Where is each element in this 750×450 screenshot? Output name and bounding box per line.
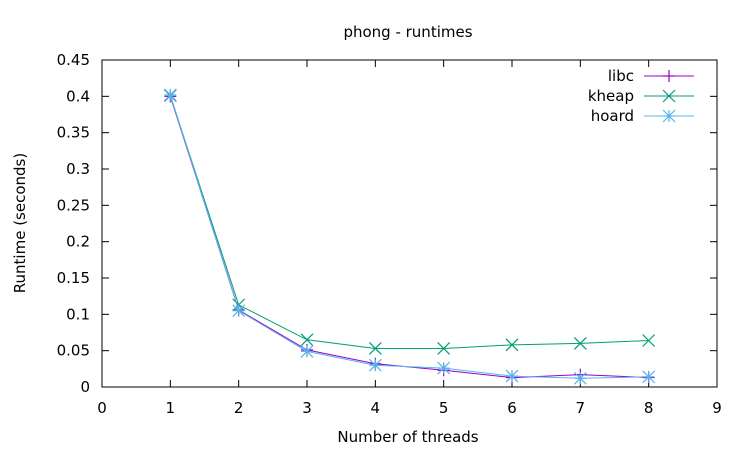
data-point <box>368 342 382 355</box>
y-axis-label: Runtime (seconds) <box>11 153 29 293</box>
y-tick-label: 0.15 <box>57 269 90 287</box>
x-tick-label: 8 <box>644 399 654 417</box>
legend-label-libc: libc <box>608 67 634 85</box>
legend-label-kheap: kheap <box>588 87 634 105</box>
x-tick-label: 3 <box>302 399 312 417</box>
series-line-libc <box>169 96 649 379</box>
y-tick-label: 0.1 <box>66 305 90 323</box>
series-layer <box>163 88 656 385</box>
x-tick-label: 7 <box>576 399 586 417</box>
legend-marker-libc <box>663 70 675 82</box>
data-point <box>163 88 177 102</box>
y-tick-label: 0.3 <box>66 160 90 178</box>
legend-marker-kheap <box>662 89 676 103</box>
data-point <box>505 338 519 352</box>
y-tick-label: 0.05 <box>57 342 90 360</box>
series-line-hoard <box>169 94 649 379</box>
y-tick-label: 0 <box>80 378 90 396</box>
data-point <box>573 371 587 385</box>
data-point <box>505 369 519 383</box>
y-tick-label: 0.4 <box>66 87 90 105</box>
legend: libc kheap hoard <box>588 67 694 125</box>
data-point <box>368 358 382 372</box>
y-tick-label: 0.35 <box>57 124 90 142</box>
axis-ticks: 0 1 2 3 4 5 6 7 8 9 0 0.05 0.1 0.15 0.2 0.25 0.3 0.35 0.4 0… <box>57 51 722 417</box>
data-point <box>300 333 314 347</box>
data-point <box>573 336 587 350</box>
x-tick-label: 2 <box>234 399 244 417</box>
chart-title: phong - runtimes <box>343 23 472 41</box>
legend-marker-hoard <box>662 109 676 123</box>
data-point <box>642 334 656 347</box>
data-point <box>642 370 656 384</box>
y-tick-label: 0.2 <box>66 233 90 251</box>
x-axis-label: Number of threads <box>337 428 478 446</box>
x-tick-label: 0 <box>97 399 107 417</box>
data-point <box>437 342 451 355</box>
legend-label-hoard: hoard <box>591 107 634 125</box>
y-tick-label: 0.25 <box>57 196 90 214</box>
x-tick-label: 5 <box>439 399 449 417</box>
data-point <box>300 344 314 358</box>
data-point <box>437 361 451 375</box>
x-tick-label: 1 <box>166 399 176 417</box>
plot-frame <box>101 59 718 388</box>
x-tick-label: 9 <box>712 399 722 417</box>
data-point <box>232 304 246 318</box>
x-tick-label: 4 <box>371 399 381 417</box>
y-tick-label: 0.45 <box>57 51 90 69</box>
series-line-kheap <box>169 95 649 349</box>
x-tick-label: 6 <box>507 399 517 417</box>
